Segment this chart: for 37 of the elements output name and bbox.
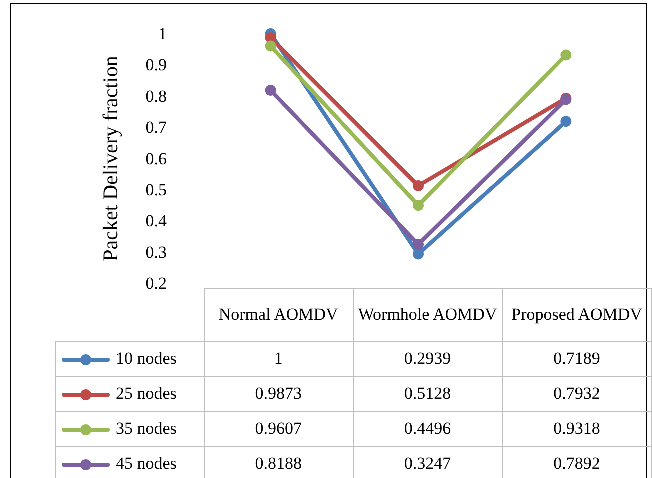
y-tick-label: 0.2 — [146, 274, 167, 293]
point — [413, 248, 424, 260]
data-label: 1 — [204, 342, 354, 376]
data-label: 0.2939 — [353, 342, 503, 376]
y-tick-label: 0.8 — [146, 86, 167, 106]
y-axis-title: Packet Delivery fraction — [98, 56, 122, 262]
point — [413, 180, 424, 192]
data-label: 0.7932 — [502, 376, 652, 412]
legend-label: 10 nodes — [116, 349, 177, 368]
legend-label: 25 nodes — [116, 384, 177, 403]
data-label: 0.7189 — [502, 342, 652, 376]
legend-label: 35 nodes — [116, 419, 177, 438]
point — [265, 85, 276, 96]
data-label: 0.9873 — [204, 376, 354, 412]
y-tick-label: 0.3 — [146, 242, 167, 262]
x-tick-label: Normal AOMDV — [204, 288, 354, 342]
data-label: 0.4496 — [353, 412, 503, 446]
data-label: 0.9607 — [204, 412, 354, 446]
y-tick-label: 0.9 — [146, 56, 167, 75]
point — [560, 50, 572, 61]
data-label: 0.8188 — [204, 446, 354, 478]
point — [265, 40, 276, 52]
data-label: 0.7892 — [502, 446, 652, 478]
point — [413, 200, 424, 212]
y-tick-label: 0.5 — [146, 180, 167, 200]
x-tick-label: Proposed AOMDV — [502, 288, 652, 342]
data-label: 0.5128 — [353, 376, 503, 412]
y-tick-label: 0.6 — [146, 149, 167, 168]
point — [560, 116, 572, 128]
legend-label: 45 nodes — [116, 454, 177, 473]
y-tick-label: 0.4 — [146, 212, 168, 231]
x-tick-label: Wormhole AOMDV — [353, 288, 503, 342]
y-tick-label: 0.7 — [146, 118, 168, 138]
data-label: 0.9318 — [502, 412, 652, 446]
y-tick-label: 1 — [158, 24, 167, 44]
data-label: 0.3247 — [353, 446, 503, 478]
point — [413, 239, 424, 250]
